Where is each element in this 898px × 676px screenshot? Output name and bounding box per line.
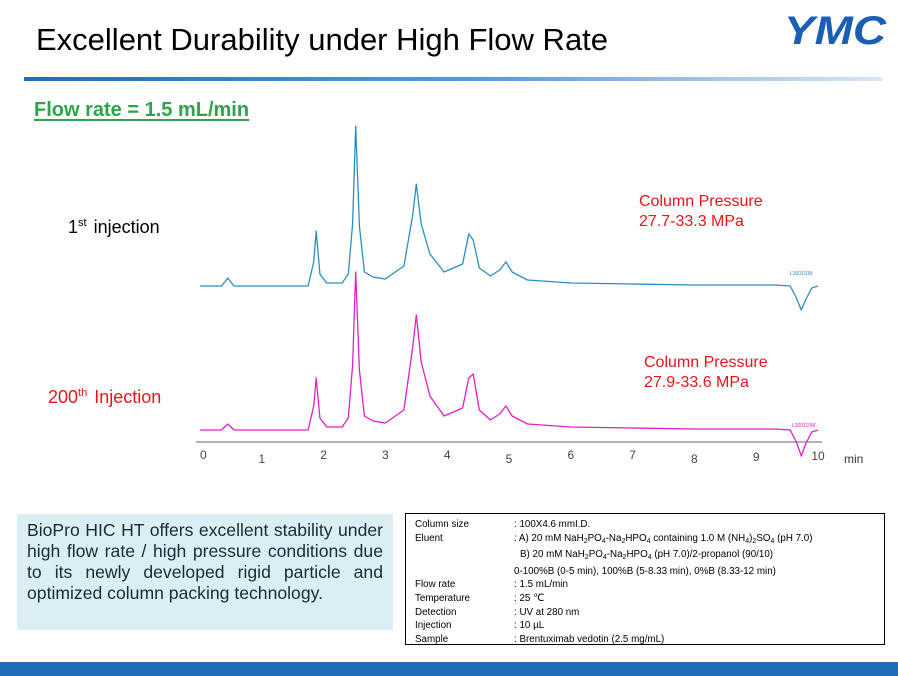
first-pressure-label: Column Pressure [639,193,763,210]
x-tick-label: 10 [811,449,825,463]
second-injection-text: Injection [94,387,162,407]
description-box: BioPro HIC HT offers excellent stability… [17,514,393,630]
second-pressure-label: Column Pressure [644,354,768,371]
footer-bar [0,662,898,676]
second-injection-suffix: th [78,387,88,399]
first-injection-suffix: st [78,217,87,229]
condition-label: Temperature [415,592,470,604]
x-tick-label: 6 [567,448,574,462]
x-tick-label: 3 [382,448,389,462]
ymc-logo: YMC [784,9,887,52]
series-line-2 [200,271,819,457]
condition-value: 0-100%B (0-5 min), 100%B (5-8.33 min), 0… [514,565,776,577]
condition-eluent-a: Eluent : A) 20 mM NaH2PO4-Na2HPO4 contai… [415,532,878,549]
logo-wordmark: YMC [784,9,887,52]
condition-value: : 1.5 mL/min [514,579,568,591]
series-tag-1: L300110B [790,271,813,277]
first-injection-text: injection [93,217,160,237]
x-tick-label: 7 [629,448,636,462]
x-tick-label: 9 [753,450,760,464]
condition-value: : A) 20 mM NaH2PO4-Na2HPO4 containing 1.… [514,532,813,545]
condition-injection: Injection : 10 µL [415,619,878,633]
second-pressure-value: 27.9-33.6 MPa [644,374,749,391]
condition-value: : Brentuximab vedotin (2.5 mg/mL) [514,633,665,645]
series-line-1 [200,125,819,311]
condition-value: : 100X4.6 mmI.D. [514,519,591,530]
condition-label: Column size [415,519,469,530]
first-pressure-value: 27.7-33.3 MPa [639,213,744,230]
condition-value: : UV at 280 nm [514,606,580,618]
title-divider [24,77,882,81]
condition-sample: Sample : Brentuximab vedotin (2.5 mg/mL) [415,633,878,647]
condition-label: Flow rate [415,579,456,591]
condition-value: : 25 ℃ [514,592,545,604]
x-tick-label: 8 [691,452,698,466]
x-tick-label: 2 [320,448,327,462]
second-injection-label: 200th Injection [48,387,161,408]
condition-value: B) 20 mM NaH2PO4-Na2HPO4 (pH 7.0)/2-prop… [520,549,774,562]
first-injection-label: 1st injection [68,217,160,238]
second-pressure-note: Column Pressure 27.9-33.6 MPa [644,353,768,393]
second-injection-ordinal: 200 [48,387,79,407]
conditions-box: Column size : 100X4.6 mmI.D. Eluent : A)… [405,513,885,645]
condition-label: Sample [415,633,449,645]
series-tag-2: L300110M [792,423,815,429]
condition-gradient: 0-100%B (0-5 min), 100%B (5-8.33 min), 0… [415,565,878,579]
x-tick-label: 0 [200,448,207,462]
x-tick-label: 4 [444,448,451,462]
first-pressure-note: Column Pressure 27.7-33.3 MPa [639,192,763,232]
condition-eluent-b: B) 20 mM NaH2PO4-Na2HPO4 (pH 7.0)/2-prop… [415,548,878,565]
x-axis-unit: min [844,452,863,466]
condition-detection: Detection : UV at 280 nm [415,606,878,620]
first-injection-ordinal: 1 [68,217,79,237]
chromatogram-chart: min L300110B L300110M 0 1 2 3 4 5 6 7 8 9 10 [196,125,863,466]
x-tick-label: 1 [258,452,265,466]
page-title: Excellent Durability under High Flow Rat… [36,22,609,57]
condition-label: Injection [415,620,452,632]
condition-flow-rate: Flow rate : 1.5 mL/min [415,578,878,592]
condition-label: Detection [415,606,457,618]
condition-label: Eluent [415,532,443,544]
condition-temperature: Temperature : 25 ℃ [415,592,878,606]
x-tick-label: 5 [506,452,513,466]
condition-value: : 10 µL [514,620,545,632]
condition-column-size: Column size : 100X4.6 mmI.D. [415,518,878,532]
flow-rate-label: Flow rate = 1.5 mL/min [34,99,250,121]
